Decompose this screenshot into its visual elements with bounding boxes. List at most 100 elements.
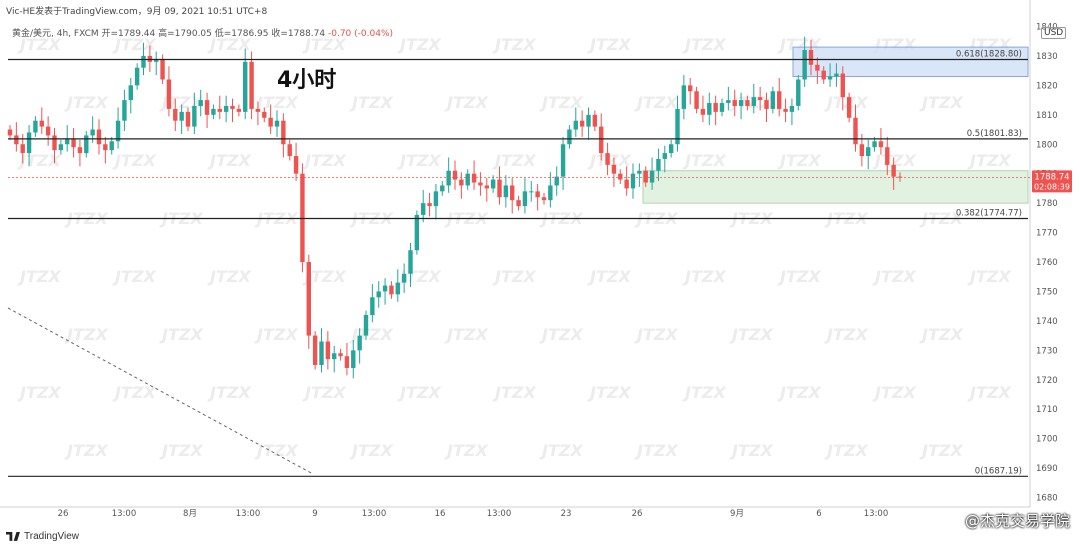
fib-label: 0(1687.19) bbox=[975, 466, 1022, 476]
fib-label: 0.382(1774.77) bbox=[956, 209, 1022, 219]
watermark-text: JTZX bbox=[682, 383, 726, 402]
candle-body bbox=[268, 117, 273, 127]
candle-body bbox=[33, 120, 38, 133]
candle-body bbox=[134, 67, 140, 86]
candle-body bbox=[770, 91, 776, 109]
watermark-text: JTZX bbox=[444, 93, 488, 112]
candle-body bbox=[281, 120, 286, 145]
candle-body bbox=[713, 103, 718, 112]
price-axis[interactable]: 1680 1690 1700 1710 1720 1730 1740 1750 1760 1770… bbox=[1036, 23, 1058, 504]
candle-body bbox=[866, 147, 871, 157]
time-axis[interactable]: 26 13:00 8月 13:00 9 13:00 16 13:00 23 26 9月 6 13:00 bbox=[58, 509, 889, 519]
watermark-text: JTZX bbox=[539, 441, 583, 460]
candle-body bbox=[497, 179, 502, 198]
candle-body bbox=[185, 111, 191, 127]
candle-body bbox=[211, 108, 216, 115]
watermark-text: JTZX bbox=[207, 383, 251, 402]
candle-body bbox=[827, 76, 833, 80]
watermark-text: JTZX bbox=[159, 441, 203, 460]
candle-body bbox=[109, 141, 114, 151]
candle-body bbox=[401, 273, 407, 283]
candle-body bbox=[834, 73, 839, 77]
candle-body bbox=[694, 91, 699, 109]
watermark-text: JTZX bbox=[967, 151, 1011, 170]
candle-body bbox=[306, 262, 311, 336]
watermark-text: JTZX bbox=[872, 151, 916, 170]
watermark-text: JTZX bbox=[587, 35, 631, 54]
price-tick-label: 1680 bbox=[1036, 494, 1058, 504]
candle-body bbox=[656, 158, 661, 171]
candle-body bbox=[707, 103, 712, 115]
watermark-text: JTZX bbox=[254, 93, 298, 112]
candle-body bbox=[529, 191, 534, 193]
watermark-text: JTZX bbox=[397, 151, 441, 170]
watermark-text: JTZX bbox=[492, 151, 536, 170]
candle-body bbox=[554, 176, 559, 186]
candle-body bbox=[796, 79, 801, 106]
candle-body bbox=[859, 144, 865, 157]
time-tick-label: 23 bbox=[561, 509, 572, 519]
time-tick-label: 9月 bbox=[730, 509, 744, 519]
watermark-text: JTZX bbox=[207, 35, 251, 54]
watermark-text: JTZX bbox=[729, 441, 773, 460]
tradingview-logo-text: TradingView bbox=[24, 531, 80, 542]
candle-body bbox=[7, 129, 13, 136]
watermark-text: JTZX bbox=[492, 267, 536, 286]
watermark-text: JTZX bbox=[492, 383, 536, 402]
candle-body bbox=[459, 179, 464, 186]
candle-body bbox=[446, 170, 451, 186]
watermark-text: JTZX bbox=[967, 267, 1011, 286]
candle-body bbox=[179, 111, 184, 121]
price-tick-label: 1730 bbox=[1036, 346, 1058, 356]
watermark-text: JTZX bbox=[444, 325, 488, 344]
candle-body bbox=[681, 85, 687, 109]
candle-body bbox=[891, 164, 896, 177]
candle-body bbox=[719, 103, 725, 112]
candle-body bbox=[490, 179, 496, 189]
price-tick-label: 1740 bbox=[1036, 317, 1058, 327]
candle-body bbox=[96, 129, 102, 145]
candle-body bbox=[77, 147, 83, 154]
candle-body bbox=[649, 170, 655, 183]
watermark-text: JTZX bbox=[587, 267, 631, 286]
watermark-text: JTZX bbox=[919, 441, 963, 460]
candle-body bbox=[821, 70, 826, 80]
time-tick-label: 16 bbox=[435, 509, 446, 519]
candle-body bbox=[344, 356, 350, 368]
ohlc-legend: 黄金/美元, 4h, FXCM 开=1789.44 高=1790.05 低=17… bbox=[12, 26, 393, 39]
bar-countdown-label: 02:08:39 bbox=[1034, 182, 1070, 191]
currency-badge[interactable]: USD bbox=[1041, 27, 1067, 39]
candle-body bbox=[478, 182, 483, 186]
price-tick-label: 1770 bbox=[1036, 229, 1058, 239]
price-tick-label: 1690 bbox=[1036, 464, 1058, 474]
watermark-text: JTZX bbox=[777, 267, 821, 286]
time-tick-label: 13:00 bbox=[864, 509, 889, 519]
candle-body bbox=[45, 126, 51, 136]
candle-body bbox=[789, 105, 795, 112]
tradingview-logo[interactable]: TradingView bbox=[6, 531, 79, 542]
watermark-text: JTZX bbox=[824, 325, 868, 344]
price-tick-label: 1780 bbox=[1036, 199, 1058, 209]
candle-body bbox=[815, 64, 820, 71]
candle-body bbox=[332, 353, 337, 360]
price-tick-label: 1720 bbox=[1036, 376, 1058, 386]
watermark-text: JTZX bbox=[112, 267, 156, 286]
candle-body bbox=[668, 144, 674, 154]
candle-body bbox=[141, 55, 146, 68]
candle-body bbox=[154, 58, 159, 62]
candle-body bbox=[777, 91, 782, 109]
fib-label: 0.5(1801.83) bbox=[967, 129, 1022, 139]
candle-body bbox=[630, 173, 636, 189]
watermark-text: JTZX bbox=[17, 151, 61, 170]
price-tick-label: 1800 bbox=[1036, 140, 1058, 150]
candle-body bbox=[26, 132, 32, 154]
candle-body bbox=[395, 282, 400, 295]
watermark-text: JTZX bbox=[159, 325, 203, 344]
candle-body bbox=[522, 191, 528, 207]
candle-body bbox=[611, 164, 617, 174]
candle-body bbox=[846, 97, 852, 118]
watermark-text: JTZX bbox=[112, 383, 156, 402]
last-price-label: 1788.74 bbox=[1034, 172, 1069, 182]
candle-body bbox=[579, 120, 585, 127]
